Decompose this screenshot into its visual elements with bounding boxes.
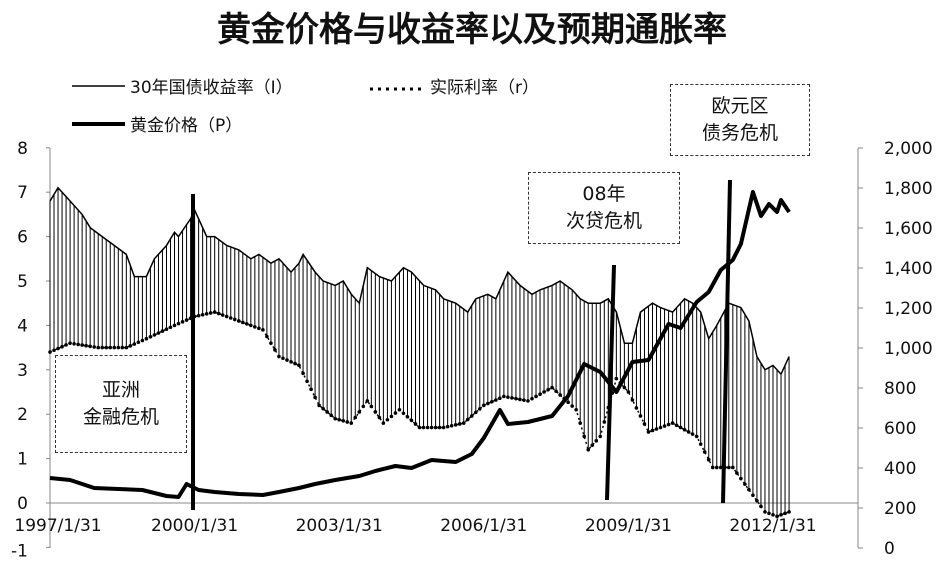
real-rate-point (321, 406, 325, 411)
series-line-yield (49, 186, 790, 376)
real-rate-point (108, 345, 113, 350)
real-rate-point (317, 403, 321, 408)
crisis-line-euro (721, 179, 732, 504)
left-tick-label: 1 (17, 450, 28, 470)
real-rate-point (457, 422, 462, 426)
real-rate-point (469, 414, 474, 418)
annotation-line: 金融危机 (82, 406, 159, 428)
real-rate-point (124, 345, 129, 350)
real-rate-point (550, 385, 554, 390)
right-tick-label: 400 (884, 459, 916, 479)
annotation-subprime-crisis: 08年 次贷危机 (528, 172, 680, 244)
left-tick-label: 0 (17, 494, 28, 514)
real-rate-point (156, 331, 161, 335)
real-rate-point (377, 415, 382, 420)
annotation-line: 08年 (582, 183, 626, 205)
real-rate-point (84, 343, 88, 348)
real-rate-point (646, 430, 651, 434)
real-rate-point (718, 465, 723, 470)
legend-label: 30年国债收益率（I） (130, 78, 293, 98)
right-tick-label: 1,200 (884, 299, 933, 319)
right-tick-label: 800 (884, 379, 916, 399)
annotation-line: 次贷危机 (565, 210, 642, 232)
x-tick-label: 2009/1/31 (585, 516, 672, 536)
real-rate-point (216, 311, 221, 316)
real-rate-point (88, 344, 92, 349)
real-rate-point (325, 410, 329, 414)
real-rate-point (437, 425, 442, 430)
real-rate-point (783, 511, 787, 516)
series-line-real-rate (49, 311, 790, 518)
real-rate-point (514, 396, 518, 401)
series-line-gold (49, 190, 791, 499)
annotation-euro-debt-crisis: 欧元区 债务危机 (670, 84, 810, 156)
real-rate-point (245, 322, 249, 326)
right-tick-label: 200 (884, 499, 916, 519)
left-tick-label: 2 (17, 405, 28, 425)
x-tick-label: 2003/1/31 (296, 516, 383, 536)
x-tick-label: 2000/1/31 (151, 516, 238, 536)
left-tick-label: 5 (17, 272, 28, 292)
legend-label: 黄金价格（P） (130, 116, 242, 136)
left-tick-label: 8 (17, 139, 28, 159)
real-rate-point (678, 425, 683, 430)
left-tick-label: 4 (17, 316, 28, 336)
x-tick-label: 1997/1/31 (14, 516, 101, 536)
left-tick-label: 6 (17, 228, 28, 248)
real-rate-point (160, 329, 165, 333)
real-rate-point (421, 425, 426, 430)
right-tick-label: 2,000 (884, 139, 933, 159)
real-rate-point (490, 399, 494, 404)
right-tick-label: 600 (884, 419, 916, 439)
real-rate-point (441, 425, 446, 430)
right-tick-label: 1,400 (884, 259, 933, 279)
legend-label: 实际利率（r） (430, 78, 539, 98)
real-rate-point (337, 417, 342, 422)
annotation-line: 欧元区 (711, 95, 769, 117)
left-tick-label: 3 (17, 361, 28, 381)
left-tick-label: -1 (11, 541, 28, 561)
real-rate-point (100, 345, 105, 350)
x-tick-label: 2006/1/31 (440, 516, 527, 536)
real-rate-point (56, 346, 60, 351)
chart-title: 黄金价格与收益率以及预期通胀率 (217, 10, 727, 50)
real-rate-point (433, 425, 438, 430)
real-rate-point (104, 345, 109, 350)
x-tick-label: 2012/1/31 (729, 516, 816, 536)
real-rate-point (727, 465, 731, 470)
annotation-line: 亚洲 (101, 379, 140, 401)
left-tick-label: 7 (17, 183, 28, 203)
real-rate-point (265, 334, 269, 339)
real-rate-point (120, 345, 125, 350)
right-tick-label: 1,600 (884, 219, 933, 239)
real-rate-point (586, 447, 591, 452)
annotation-asian-crisis: 亚洲 金融危机 (55, 355, 187, 453)
annotation-line: 债务危机 (701, 122, 778, 144)
real-rate-point (297, 363, 301, 368)
right-tick-label: 1,800 (884, 179, 933, 199)
crisis-line-subprime (605, 264, 616, 501)
right-tick-label: 0 (884, 539, 895, 559)
right-tick-label: 1,000 (884, 339, 933, 359)
